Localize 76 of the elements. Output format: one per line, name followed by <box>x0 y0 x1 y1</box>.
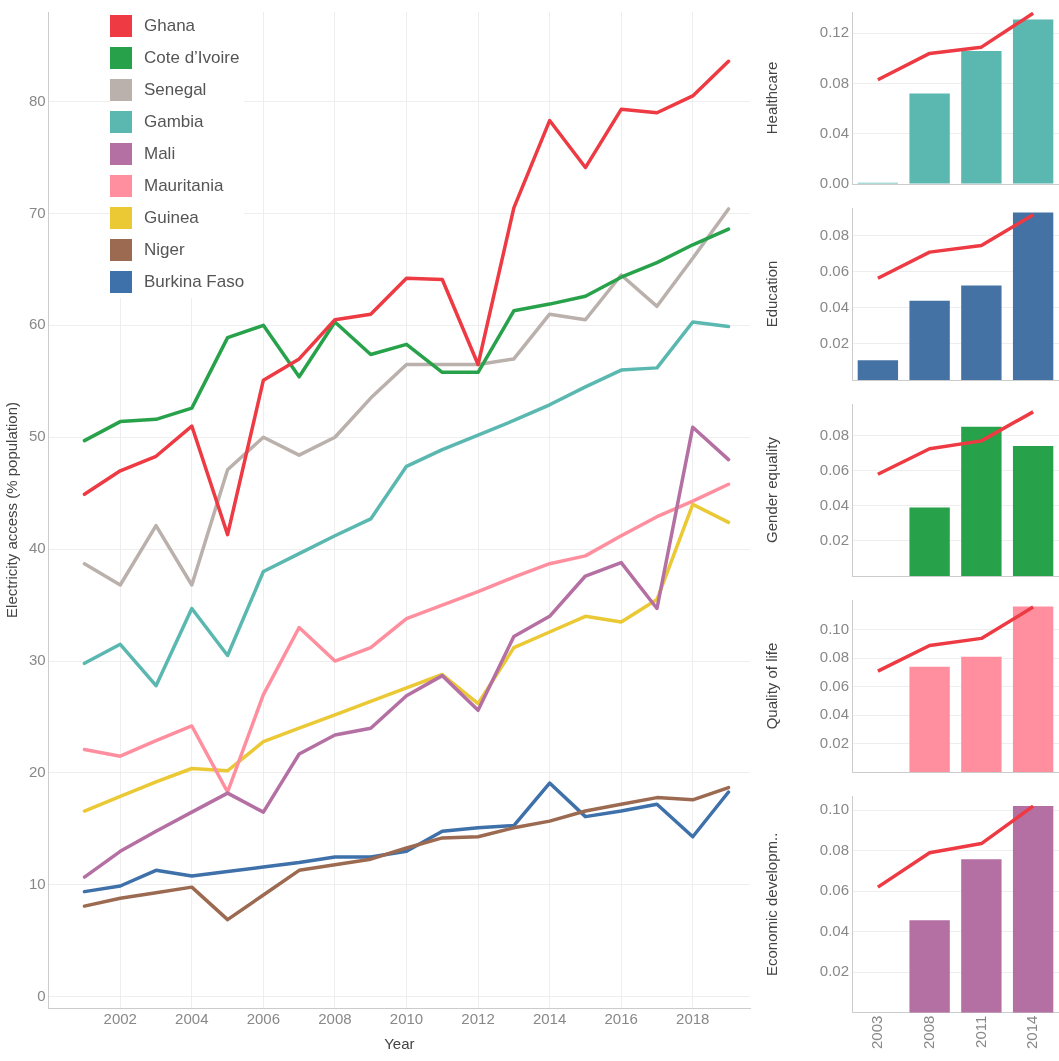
y-tick-label: 0.08 <box>819 226 849 244</box>
y-axis-title: Education <box>763 260 781 328</box>
x-tick-label: 2004 <box>175 1010 209 1028</box>
y-tick-label: 0.02 <box>819 733 849 751</box>
y-tick-label: 0.04 <box>819 921 849 939</box>
x-tick-label: 2014 <box>532 1010 567 1028</box>
y-tick-label: 0.02 <box>819 531 849 549</box>
bar <box>961 50 1002 184</box>
y-tick-label: 20 <box>29 763 46 781</box>
x-tick-label: 2014 <box>1023 1015 1041 1050</box>
legend-label: Ghana <box>144 16 196 36</box>
y-tick-label: 70 <box>29 203 46 221</box>
legend-label: Burkina Faso <box>144 272 245 292</box>
legend-label: Senegal <box>144 80 207 100</box>
y-axis-title: Electricity access (% population) <box>3 402 21 618</box>
bar <box>1012 212 1054 380</box>
y-tick-label: 0.02 <box>819 334 849 352</box>
x-tick-label: 2010 <box>389 1010 424 1028</box>
y-tick-label: 0.04 <box>819 298 849 316</box>
x-tick-label: 2016 <box>604 1010 638 1028</box>
x-tick-label: 2018 <box>676 1010 710 1028</box>
bar <box>961 426 1002 576</box>
y-tick-label: 0.08 <box>819 840 849 858</box>
bar <box>909 507 950 576</box>
y-tick-label: 50 <box>29 427 46 445</box>
bar <box>1012 446 1054 576</box>
legend-label: Mauritania <box>144 176 224 196</box>
y-axis-title: Gender equality <box>763 436 781 543</box>
bar <box>1012 806 1054 1013</box>
y-tick-label: 0.04 <box>819 123 849 141</box>
x-tick-label: 2002 <box>103 1010 137 1028</box>
legend-label: Guinea <box>144 208 199 228</box>
x-tick-label: 2012 <box>461 1010 495 1028</box>
legend-label: Niger <box>144 240 185 260</box>
bar <box>1012 606 1054 772</box>
y-tick-label: 30 <box>29 651 46 669</box>
y-tick-label: 0.00 <box>819 174 849 192</box>
bar <box>909 666 950 772</box>
legend-label: Gambia <box>144 112 204 132</box>
bar <box>909 300 950 380</box>
y-tick-label: 80 <box>29 91 46 109</box>
y-tick-label: 0.08 <box>819 425 849 443</box>
y-tick-label: 0.02 <box>819 962 849 980</box>
y-tick-label: 0.06 <box>819 262 849 280</box>
bar <box>909 93 950 184</box>
x-tick-label: 2008 <box>919 1015 937 1050</box>
bar <box>961 859 1002 1013</box>
y-tick-label: 0.08 <box>819 648 849 666</box>
bar <box>961 656 1002 772</box>
x-tick-label: 2003 <box>868 1015 886 1050</box>
y-axis-title: Quality of life <box>763 642 781 730</box>
y-tick-label: 0.10 <box>819 619 849 637</box>
y-tick-label: 10 <box>29 875 46 893</box>
y-tick-label: 0.06 <box>819 460 849 478</box>
bar <box>961 285 1002 380</box>
y-tick-label: 0.04 <box>819 705 849 723</box>
y-tick-label: 0.04 <box>819 495 849 513</box>
y-tick-label: 0.08 <box>819 73 849 91</box>
y-tick-label: 0.10 <box>819 800 849 818</box>
y-axis-title: Economic developm.. <box>763 832 781 977</box>
x-tick-label: 2006 <box>246 1010 281 1028</box>
x-tick-label: 2008 <box>318 1010 352 1028</box>
bar <box>909 920 950 1013</box>
y-tick-label: 60 <box>29 315 46 333</box>
x-axis-title: Year <box>384 1035 415 1053</box>
y-tick-label: 0.06 <box>819 881 849 899</box>
y-tick-label: 0.06 <box>819 676 849 694</box>
y-tick-label: 0.12 <box>819 23 849 41</box>
bar <box>857 360 899 380</box>
legend-label: Cote d’Ivoire <box>144 48 240 68</box>
x-tick-label: 2011 <box>971 1015 989 1048</box>
y-axis-title: Healthcare <box>763 61 781 135</box>
y-tick-label: 0 <box>37 986 46 1004</box>
y-tick-label: 40 <box>29 539 46 557</box>
bar <box>1012 19 1054 184</box>
legend-label: Mali <box>144 144 176 164</box>
